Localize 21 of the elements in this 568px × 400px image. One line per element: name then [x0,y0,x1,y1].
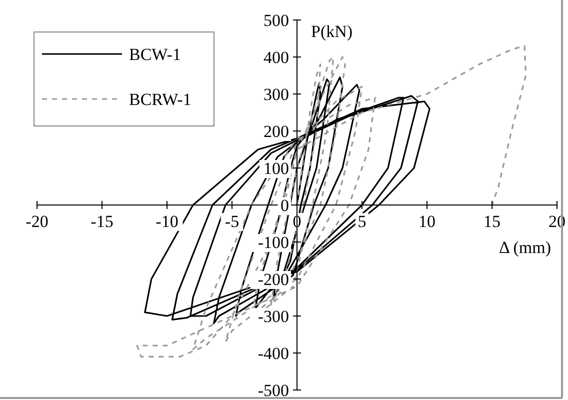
x-tick-label: -5 [224,212,240,231]
y-tick-label: -400 [258,344,289,363]
y-tick-label: -500 [258,381,289,400]
y-tick-label: 500 [264,11,289,30]
y-tick-label: 400 [264,48,289,67]
x-tick-label: 5 [358,212,366,231]
x-axis-title: Δ (mm) [498,238,551,257]
x-tick-label: 15 [484,212,500,231]
legend-label: BCW-1 [129,45,181,64]
x-tick-label: -20 [26,212,48,231]
x-tick-label: -15 [90,212,114,231]
y-tick-label: 200 [264,122,289,141]
y-axis-title: P(kN) [311,22,353,41]
y-tick-label: 300 [264,85,289,104]
x-tick-label: 10 [418,212,436,231]
y-tick-label: 100 [264,159,289,178]
y-tick-label: -200 [258,270,289,289]
legend-label: BCRW-1 [129,90,192,109]
y-tick-label: -300 [258,307,289,326]
x-tick-label: -10 [156,212,178,231]
y-tick-label: 0 [280,196,289,215]
